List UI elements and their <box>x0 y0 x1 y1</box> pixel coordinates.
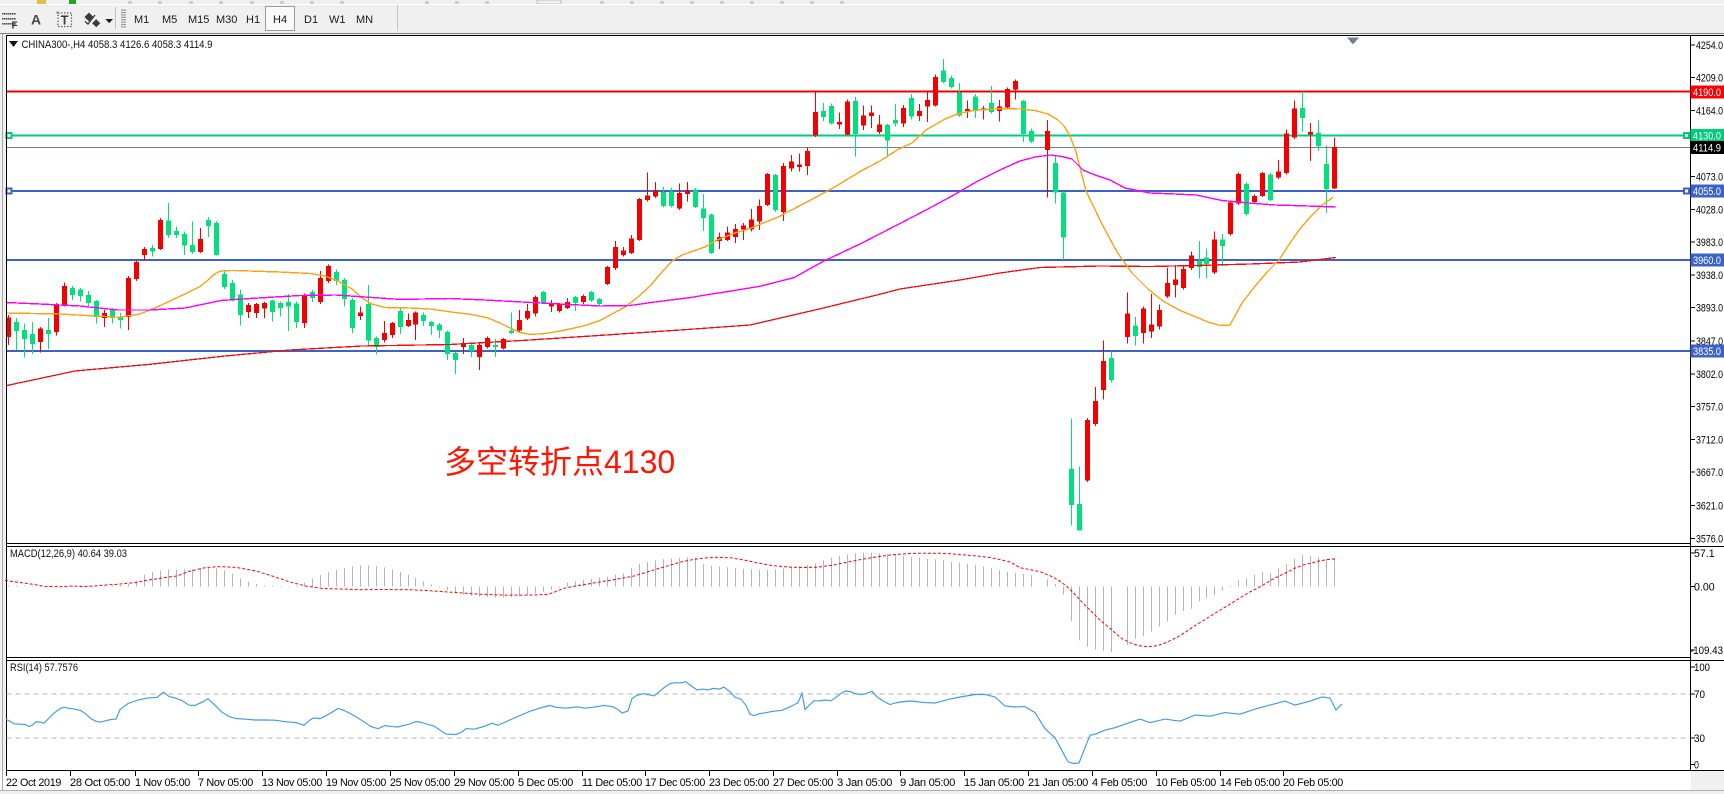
svg-text:15 Jan 05:00: 15 Jan 05:00 <box>964 777 1024 789</box>
svg-text:3802.0: 3802.0 <box>1696 369 1723 381</box>
svg-text:M30: M30 <box>216 14 237 26</box>
svg-text:3576.0: 3576.0 <box>1696 533 1723 545</box>
svg-text:CHINA300-,H4 4058.3 4126.6 40: CHINA300-,H4 4058.3 4126.6 4058.3 4114.9 <box>22 39 213 51</box>
svg-text:3 Jan 05:00: 3 Jan 05:00 <box>837 777 892 789</box>
svg-text:14 Feb 05:00: 14 Feb 05:00 <box>1220 777 1280 789</box>
svg-text:0.00: 0.00 <box>1694 582 1715 594</box>
svg-text:5 Dec 05:00: 5 Dec 05:00 <box>518 777 573 789</box>
svg-text:3983.0: 3983.0 <box>1696 237 1723 249</box>
svg-text:-109.43: -109.43 <box>1690 645 1723 657</box>
svg-text:25 Nov 05:00: 25 Nov 05:00 <box>390 777 450 789</box>
svg-text:3960.0: 3960.0 <box>1693 255 1721 267</box>
svg-text:F: F <box>12 21 18 32</box>
svg-text:MACD(12,26,9) 40.64 39.03: MACD(12,26,9) 40.64 39.03 <box>10 548 127 560</box>
svg-text:MN: MN <box>356 14 373 26</box>
svg-text:3835.0: 3835.0 <box>1693 346 1721 358</box>
svg-text:4254.0: 4254.0 <box>1696 40 1723 52</box>
svg-text:W1: W1 <box>329 14 346 26</box>
svg-text:27 Dec 05:00: 27 Dec 05:00 <box>773 777 833 789</box>
svg-text:19 Nov 05:00: 19 Nov 05:00 <box>326 777 386 789</box>
svg-text:H1: H1 <box>246 14 260 26</box>
svg-text:20 Feb 05:00: 20 Feb 05:00 <box>1283 777 1343 789</box>
svg-text:3893.0: 3893.0 <box>1696 303 1723 315</box>
svg-text:H4: H4 <box>273 14 287 26</box>
svg-text:70: 70 <box>1694 689 1705 701</box>
svg-text:3667.0: 3667.0 <box>1696 467 1723 479</box>
svg-text:11 Dec 05:00: 11 Dec 05:00 <box>582 777 642 789</box>
svg-text:3938.0: 3938.0 <box>1696 270 1723 282</box>
svg-text:4073.0: 4073.0 <box>1696 172 1723 184</box>
svg-text:4114.9: 4114.9 <box>1693 143 1721 155</box>
svg-text:D1: D1 <box>304 14 318 26</box>
svg-text:4209.0: 4209.0 <box>1696 73 1723 85</box>
svg-text:21 Jan 05:00: 21 Jan 05:00 <box>1028 777 1088 789</box>
svg-text:13 Nov 05:00: 13 Nov 05:00 <box>262 777 322 789</box>
svg-text:A: A <box>31 12 41 28</box>
svg-text:4164.0: 4164.0 <box>1696 105 1723 117</box>
svg-text:100: 100 <box>1694 662 1710 674</box>
svg-text:0: 0 <box>1694 760 1699 772</box>
svg-text:4130.0: 4130.0 <box>1693 131 1721 143</box>
svg-text:RSI(14) 57.7576: RSI(14) 57.7576 <box>10 662 78 674</box>
svg-text:3757.0: 3757.0 <box>1696 402 1723 414</box>
svg-text:T: T <box>61 14 69 28</box>
svg-text:22 Oct 2019: 22 Oct 2019 <box>6 777 61 789</box>
svg-text:57.1: 57.1 <box>1694 548 1715 560</box>
svg-text:4028.0: 4028.0 <box>1696 204 1723 216</box>
svg-text:7 Nov 05:00: 7 Nov 05:00 <box>198 777 253 789</box>
svg-text:M5: M5 <box>162 14 177 26</box>
svg-text:17 Dec 05:00: 17 Dec 05:00 <box>645 777 705 789</box>
svg-text:28 Oct 05:00: 28 Oct 05:00 <box>70 777 130 789</box>
svg-text:30: 30 <box>1694 733 1705 745</box>
svg-text:23 Dec 05:00: 23 Dec 05:00 <box>709 777 769 789</box>
svg-text:1 Nov 05:00: 1 Nov 05:00 <box>135 777 190 789</box>
svg-text:4190.0: 4190.0 <box>1693 87 1721 99</box>
svg-text:多空转折点4130: 多空转折点4130 <box>444 444 675 480</box>
svg-text:29 Nov 05:00: 29 Nov 05:00 <box>454 777 514 789</box>
svg-text:3712.0: 3712.0 <box>1696 434 1723 446</box>
svg-text:M15: M15 <box>188 14 209 26</box>
svg-text:9 Jan 05:00: 9 Jan 05:00 <box>900 777 955 789</box>
svg-text:4055.0: 4055.0 <box>1693 186 1721 198</box>
svg-text:4 Feb 05:00: 4 Feb 05:00 <box>1092 777 1147 789</box>
svg-text:3621.0: 3621.0 <box>1696 501 1723 513</box>
svg-text:10 Feb 05:00: 10 Feb 05:00 <box>1156 777 1216 789</box>
svg-text:M1: M1 <box>134 14 149 26</box>
